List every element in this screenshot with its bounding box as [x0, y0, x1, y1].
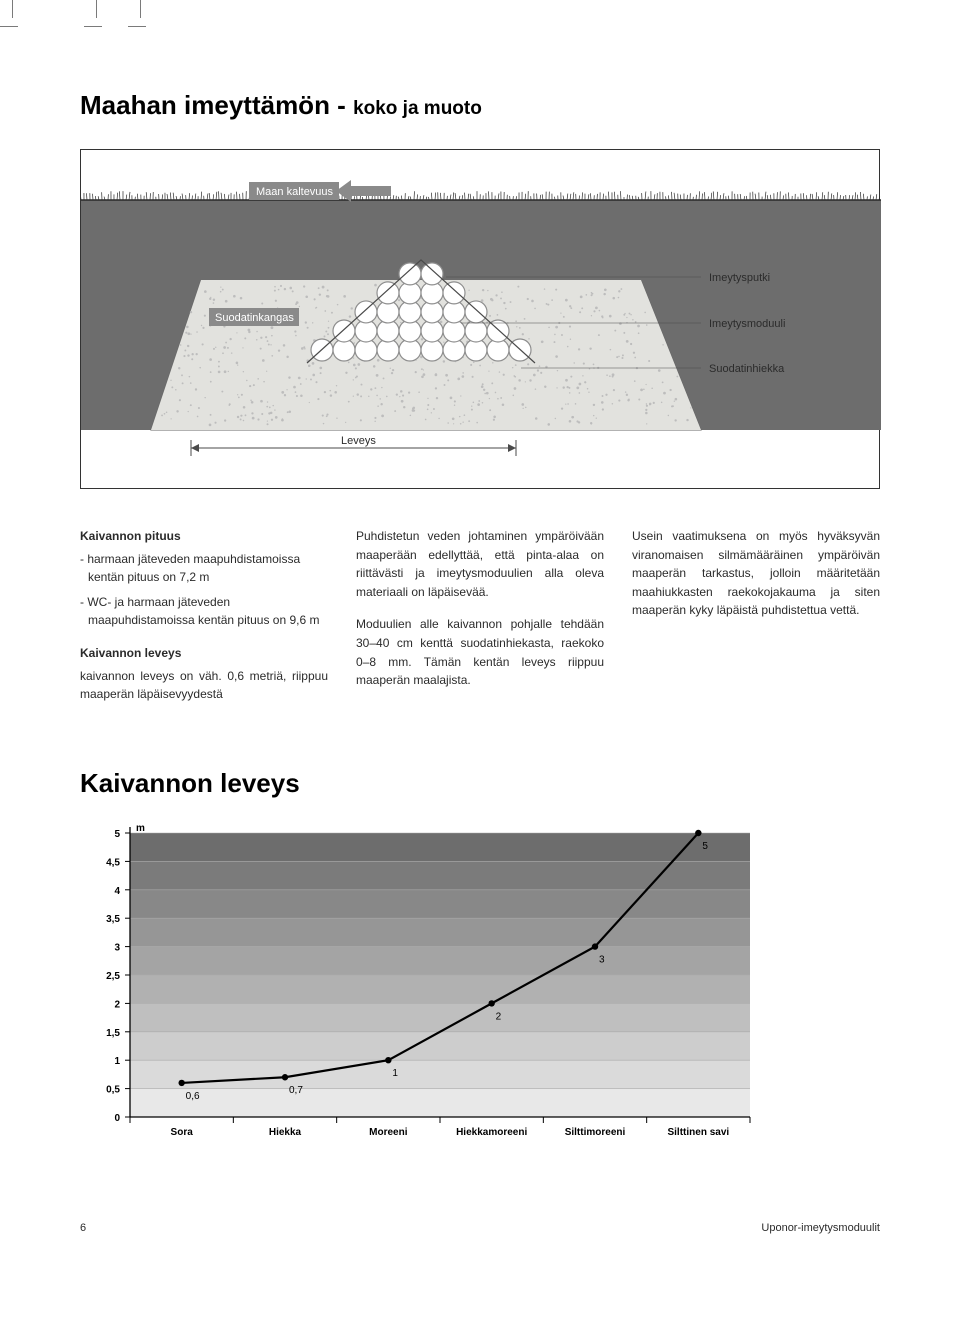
- module-label: Imeytysmoduuli: [709, 318, 785, 330]
- col1-item-1: - harmaan jäteveden maapuhdistamoissa ke…: [80, 550, 328, 587]
- doc-name: Uponor-imeytysmoduulit: [761, 1222, 880, 1234]
- svg-text:0,5: 0,5: [106, 1084, 120, 1095]
- col3-paragraph-1: Usein vaatimuksena on myös hyväksyvän vi…: [632, 527, 880, 620]
- svg-text:Hiekka: Hiekka: [269, 1127, 302, 1138]
- page-title: Maahan imeyttämön - koko ja muoto: [80, 90, 880, 121]
- svg-text:3: 3: [114, 942, 120, 953]
- column-3: Usein vaatimuksena on myös hyväksyvän vi…: [632, 527, 880, 718]
- chart-title: Kaivannon leveys: [80, 768, 880, 799]
- svg-text:m: m: [136, 823, 145, 834]
- filter-fabric-label: Suodatinkangas: [215, 312, 294, 324]
- svg-text:3: 3: [599, 954, 605, 965]
- body-columns: Kaivannon pituus - harmaan jäteveden maa…: [80, 527, 880, 718]
- width-label: Leveys: [341, 435, 376, 447]
- slope-label: Maan kaltevuus: [256, 186, 334, 198]
- svg-text:1: 1: [392, 1068, 398, 1079]
- svg-text:2,5: 2,5: [106, 971, 120, 982]
- svg-text:2: 2: [496, 1011, 502, 1022]
- svg-text:Moreeni: Moreeni: [369, 1127, 408, 1138]
- svg-text:1: 1: [114, 1056, 120, 1067]
- width-chart: 0 0,5 1 1,5 2 2,5 3 3,5 4 4,5 5 m Sora Hiekka Moreeni H…: [80, 817, 760, 1152]
- col1-heading-2: Kaivannon leveys: [80, 644, 328, 663]
- svg-text:5: 5: [702, 841, 708, 852]
- filter-sand-label: Suodatinhiekka: [709, 363, 785, 375]
- col2-paragraph-2: Moduulien alle kaivannon pohjalle tehdää…: [356, 615, 604, 689]
- svg-text:Silttinen savi: Silttinen savi: [667, 1127, 729, 1138]
- col1-heading-1: Kaivannon pituus: [80, 527, 328, 546]
- svg-text:4,5: 4,5: [106, 857, 120, 868]
- page-number: 6: [80, 1222, 86, 1234]
- title-sub: koko ja muoto: [353, 98, 482, 119]
- col1-paragraph-2: kaivannon leveys on väh. 0,6 metriä, rii…: [80, 667, 328, 704]
- svg-text:0,7: 0,7: [289, 1085, 303, 1096]
- column-1: Kaivannon pituus - harmaan jäteveden maa…: [80, 527, 328, 718]
- svg-text:Silttimoreeni: Silttimoreeni: [565, 1127, 626, 1138]
- svg-text:Sora: Sora: [171, 1127, 194, 1138]
- title-main: Maahan imeyttämön -: [80, 90, 353, 120]
- svg-text:2: 2: [114, 999, 120, 1010]
- col2-paragraph-1: Puhdistetun veden johtaminen ympäröivään…: [356, 527, 604, 601]
- svg-text:4: 4: [114, 886, 120, 897]
- svg-text:3,5: 3,5: [106, 914, 120, 925]
- page-footer: 6 Uponor-imeytysmoduulit: [80, 1222, 880, 1234]
- svg-text:Hiekkamoreeni: Hiekkamoreeni: [456, 1127, 527, 1138]
- svg-text:0: 0: [114, 1113, 120, 1124]
- trench-diagram: Leveys Maan kaltevuus Suodatinkangas Ime…: [80, 149, 880, 489]
- svg-text:1,5: 1,5: [106, 1028, 120, 1039]
- svg-text:5: 5: [114, 829, 120, 840]
- col1-item-2: - WC- ja harmaan jäteveden maapuhdistamo…: [80, 593, 328, 630]
- pipe-label: Imeytysputki: [709, 272, 770, 284]
- column-2: Puhdistetun veden johtaminen ympäröivään…: [356, 527, 604, 718]
- svg-text:0,6: 0,6: [186, 1091, 200, 1102]
